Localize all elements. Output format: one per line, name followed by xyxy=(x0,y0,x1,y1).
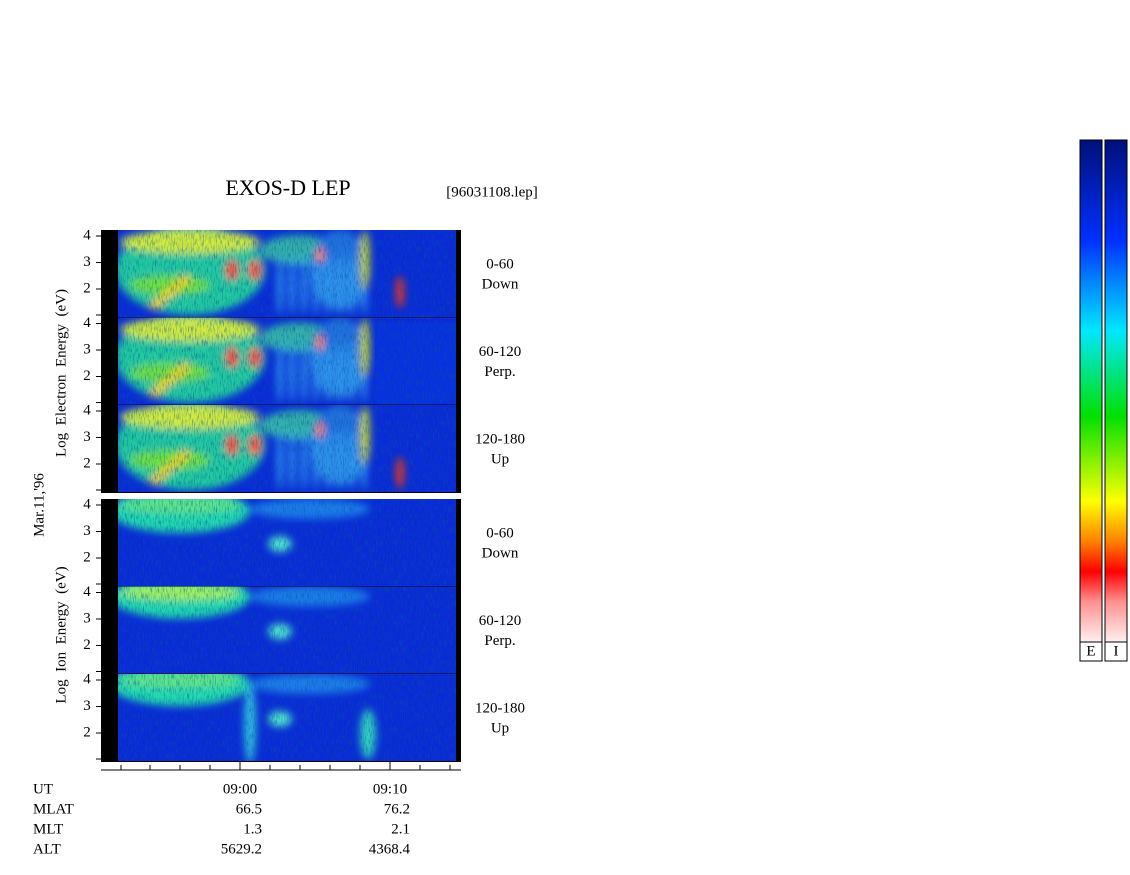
left-strip xyxy=(101,674,118,762)
angle-label: 120-180 xyxy=(475,431,525,447)
spectrogram xyxy=(118,405,456,493)
angle-label: 120-180 xyxy=(475,700,525,716)
spectrogram xyxy=(118,317,456,405)
y-tick-label: 4 xyxy=(83,402,91,418)
left-strip xyxy=(101,317,118,405)
direction-label: Down xyxy=(482,276,519,292)
noise xyxy=(118,586,456,674)
orbit-label: MLT xyxy=(33,821,63,837)
angle-label: 0-60 xyxy=(486,256,514,272)
colorbar-box xyxy=(1104,641,1128,662)
left-strip xyxy=(101,586,118,674)
noise xyxy=(118,405,456,493)
y-tick-label: 4 xyxy=(83,584,91,600)
spectrogram xyxy=(118,230,456,318)
orbit-value: 76.2 xyxy=(384,801,410,817)
angle-label: 0-60 xyxy=(486,525,514,541)
y-tick-label: 2 xyxy=(83,280,91,296)
orbit-label: ALT xyxy=(33,841,61,857)
y-tick-label: 4 xyxy=(83,496,91,512)
y-tick-label: 2 xyxy=(83,368,91,384)
colorbar-label: E xyxy=(1086,643,1095,659)
y-tick-label: 3 xyxy=(83,341,91,357)
colorbar xyxy=(1079,139,1103,643)
y-tick-label: 4 xyxy=(83,671,91,687)
orbit-label: MLAT xyxy=(33,801,74,817)
y-tick-label: 2 xyxy=(83,637,91,653)
colorbar-label: I xyxy=(1114,643,1119,659)
orbit-value: 2.1 xyxy=(391,821,410,837)
noise xyxy=(118,674,456,762)
y-tick-label: 4 xyxy=(83,315,91,331)
noise xyxy=(118,317,456,405)
electron-axis-label: Log Electron Energy (eV) xyxy=(53,289,69,457)
y-tick-label: 4 xyxy=(83,227,91,243)
spectrogram xyxy=(118,586,456,674)
y-tick-label: 2 xyxy=(83,455,91,471)
y-tick-label: 3 xyxy=(83,698,91,714)
noise xyxy=(118,230,456,318)
orbit-value: 5629.2 xyxy=(221,841,262,857)
direction-label: Perp. xyxy=(484,364,515,380)
x-tick-label: 09:00 xyxy=(223,781,257,797)
y-tick-label: 2 xyxy=(83,724,91,740)
orbit-value: 66.5 xyxy=(236,801,262,817)
colorbar xyxy=(1104,139,1128,643)
orbit-value: 1.3 xyxy=(243,821,262,837)
right-edge xyxy=(456,586,461,674)
x-tick-label: 09:10 xyxy=(373,781,407,797)
right-edge xyxy=(456,317,461,405)
y-tick-label: 3 xyxy=(83,429,91,445)
spectrogram xyxy=(118,674,456,762)
direction-label: Down xyxy=(482,545,519,561)
direction-label: Perp. xyxy=(484,633,515,649)
ut-label: UT xyxy=(33,781,53,797)
right-edge xyxy=(456,405,461,493)
direction-label: Up xyxy=(491,451,509,467)
right-edge xyxy=(456,674,461,762)
spectrogram xyxy=(118,499,456,587)
title: EXOS-D LEP xyxy=(225,175,350,200)
angle-label: 60-120 xyxy=(479,613,522,629)
y-tick-label: 3 xyxy=(83,254,91,270)
orbit-value: 4368.4 xyxy=(369,841,411,857)
date: Mar.11,'96 xyxy=(31,473,47,537)
y-tick-label: 3 xyxy=(83,523,91,539)
angle-label: 60-120 xyxy=(479,344,522,360)
y-tick-label: 3 xyxy=(83,610,91,626)
file-name: [96031108.lep] xyxy=(446,184,538,200)
left-strip xyxy=(101,499,118,587)
y-tick-label: 2 xyxy=(83,549,91,565)
left-strip xyxy=(101,405,118,493)
left-strip xyxy=(101,230,118,318)
ion-axis-label: Log Ion Energy (eV) xyxy=(53,566,69,703)
right-edge xyxy=(456,230,461,318)
direction-label: Up xyxy=(491,720,509,736)
colorbar-box xyxy=(1079,641,1103,662)
right-edge xyxy=(456,499,461,587)
noise xyxy=(118,499,456,587)
